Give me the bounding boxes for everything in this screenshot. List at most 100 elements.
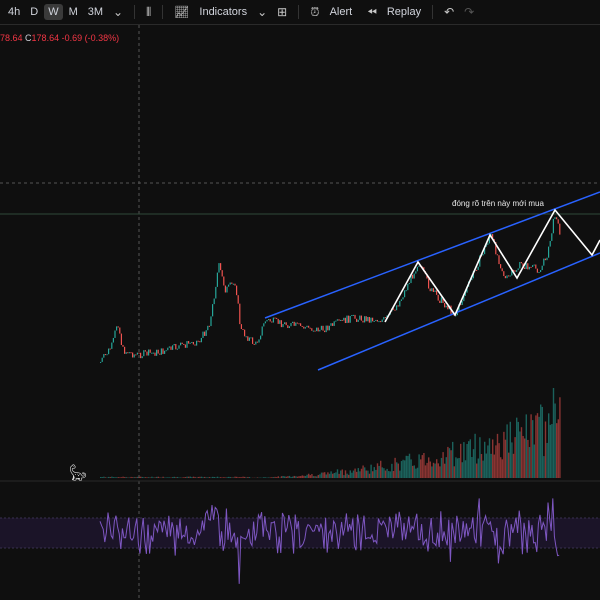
candle (436, 290, 438, 295)
volume-bar (464, 460, 467, 478)
candle (247, 336, 249, 341)
rewind-icon[interactable]: ⏪︎ (367, 4, 377, 19)
candle (408, 283, 410, 285)
candlestick-icon[interactable]: ⫴ (146, 4, 152, 19)
volume-bar (335, 472, 337, 478)
candle (400, 299, 402, 301)
candle (176, 348, 178, 350)
channel-lower-line[interactable] (317, 252, 600, 371)
volume-bar (439, 466, 441, 478)
volume-bar (202, 477, 204, 478)
candle (340, 319, 342, 321)
volume-bar (388, 471, 390, 478)
candle (517, 268, 519, 271)
indicators-button[interactable]: Indicators (199, 6, 248, 18)
volume-bar (530, 414, 532, 478)
price-chart[interactable]: đóng rõ trên này mới mua 🦕︎ (0, 25, 600, 600)
layout-grid-icon[interactable]: ⊞ (277, 5, 288, 19)
volume-bar (104, 477, 107, 478)
interval-w[interactable]: W (44, 4, 63, 20)
volume-bar (125, 477, 127, 478)
volume-bar (418, 454, 420, 478)
redo-icon[interactable]: ↷ (464, 5, 475, 19)
volume-bar (284, 476, 286, 478)
volume-bar (469, 439, 471, 478)
volume-bar (324, 472, 326, 478)
channel-upper-line[interactable] (264, 191, 600, 319)
volume-bar (197, 476, 199, 478)
candle (148, 349, 150, 356)
candle (279, 320, 281, 324)
annotation-text[interactable]: đóng rõ trên này mới mua (452, 199, 545, 208)
volume-bar (301, 475, 303, 478)
volume-bar (268, 477, 270, 478)
candle (234, 283, 236, 286)
volume-bar (557, 419, 559, 478)
interval-m[interactable]: M (68, 6, 78, 18)
volume-bar (287, 476, 289, 478)
volume-bar (442, 452, 444, 478)
candle (168, 346, 170, 348)
volume-bar (276, 477, 278, 478)
candle (487, 243, 489, 245)
chevron-down-icon[interactable]: ⌄ (257, 5, 268, 19)
volume-bar (208, 477, 211, 478)
candle (384, 317, 386, 319)
candle (159, 353, 161, 355)
candle (532, 265, 534, 268)
indicators-icon[interactable]: 📈︎ (174, 5, 190, 19)
candle (298, 323, 300, 325)
volume-bar (237, 477, 239, 478)
candle (477, 266, 479, 270)
candle (482, 254, 484, 256)
candle (407, 283, 409, 291)
zigzag-path[interactable] (384, 208, 600, 323)
interval-3m[interactable]: 3M (87, 6, 104, 18)
chevron-down-icon[interactable]: ⌄ (113, 5, 124, 19)
candle (303, 326, 305, 329)
volume-bar (186, 476, 188, 478)
replay-button[interactable]: Replay (386, 6, 422, 18)
volume-bar (386, 468, 388, 478)
candle (170, 346, 172, 350)
volume-bar (512, 453, 515, 478)
candle (312, 330, 314, 332)
volume-bar (228, 476, 230, 478)
volume-bar (548, 413, 550, 478)
volume-bar (336, 469, 339, 478)
interval-4h[interactable]: 4h (8, 6, 21, 18)
candle (258, 339, 260, 343)
volume-bar (546, 442, 548, 478)
candle (261, 326, 263, 336)
volume-bar (157, 476, 159, 478)
candle (300, 323, 302, 326)
candle (357, 319, 359, 322)
candle (213, 298, 215, 305)
candle (412, 274, 414, 279)
candle (205, 330, 207, 336)
volume-bar (428, 457, 430, 478)
volume-bar (453, 466, 455, 478)
volume-bar (117, 477, 119, 478)
candle (287, 325, 289, 329)
volume-bar (400, 461, 403, 478)
candle (381, 319, 383, 323)
volume-bar (280, 476, 283, 478)
alarm-clock-icon[interactable]: ⏰︎ (310, 4, 320, 19)
volume-bar (111, 476, 113, 478)
candle (111, 342, 113, 349)
interval-d[interactable]: D (30, 6, 39, 18)
volume-bar (474, 433, 476, 478)
candle (338, 319, 340, 321)
candle (548, 246, 550, 258)
candle (127, 352, 129, 354)
candle (479, 255, 481, 267)
candle (360, 315, 362, 321)
volume-bar (407, 455, 409, 478)
volume-bar (525, 414, 527, 478)
volume-bar (130, 476, 132, 478)
candle (178, 345, 180, 349)
volume-bar (114, 477, 116, 478)
undo-icon[interactable]: ↶ (444, 5, 455, 19)
alert-button[interactable]: Alert (329, 6, 353, 18)
